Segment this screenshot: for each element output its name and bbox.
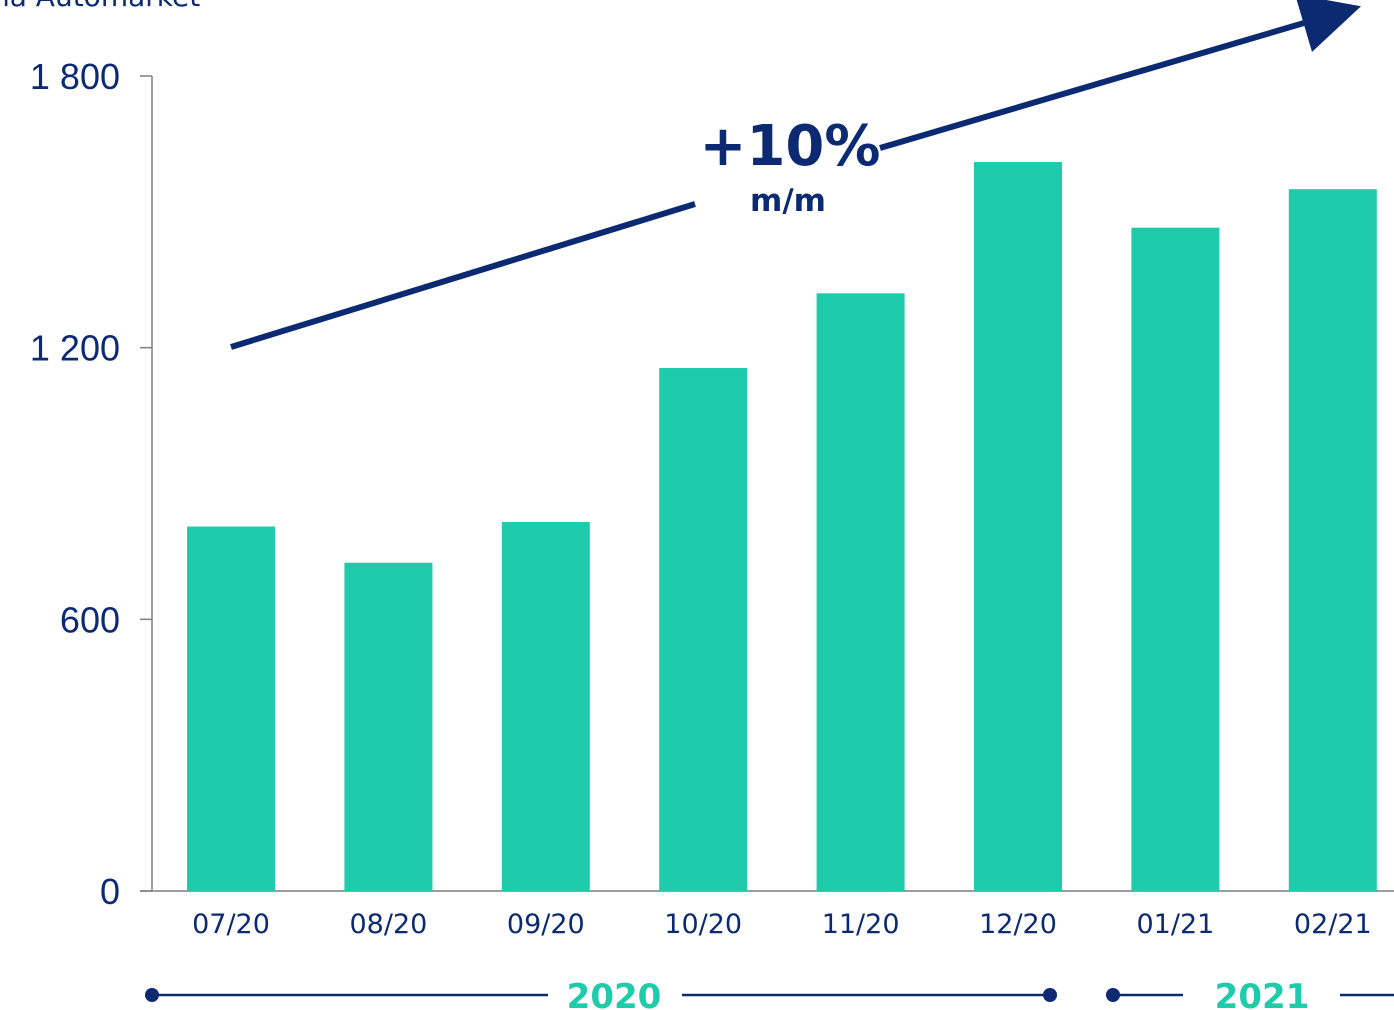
- growth-percent: +10%: [700, 114, 881, 179]
- bar-10-20: [659, 368, 748, 892]
- y-tick-label: 1 200: [30, 328, 120, 369]
- year-timeline: 2020 2021: [145, 977, 1394, 1010]
- x-tick-label: 12/20: [979, 909, 1057, 940]
- y-axis: [140, 75, 153, 892]
- year-marker: [145, 988, 159, 1002]
- growth-annotation: +10% m/m: [230, 0, 1362, 350]
- trend-arrow-lower: [230, 201, 696, 350]
- year-marker: [1106, 988, 1120, 1002]
- year-label-2020: 2020: [567, 977, 662, 1010]
- growth-unit: m/m: [750, 183, 826, 219]
- x-tick-label: 02/21: [1294, 909, 1372, 940]
- bar-12-20: [974, 162, 1062, 891]
- y-tick-label: 1 800: [30, 56, 120, 97]
- x-tick-label: 10/20: [664, 909, 742, 940]
- bar-09-20: [501, 521, 590, 891]
- bar-11-20: [816, 293, 905, 891]
- x-tick-label: 11/20: [822, 909, 900, 940]
- bar-08-20: [344, 562, 433, 891]
- chart-title-fragment: na Automarket: [0, 0, 200, 13]
- bar-series: [187, 162, 1377, 892]
- year-marker: [1043, 988, 1057, 1002]
- x-tick-label: 08/20: [349, 909, 427, 940]
- bar-07-20: [187, 526, 275, 891]
- y-tick-label: 600: [60, 599, 120, 640]
- y-tick-label: 0: [100, 871, 120, 912]
- x-tick-label: 07/20: [192, 909, 270, 940]
- bar-01-21: [1131, 227, 1220, 892]
- trend-arrow-upper: [879, 0, 1362, 151]
- x-tick-label: 01/21: [1136, 909, 1214, 940]
- x-tick-label: 09/20: [507, 909, 585, 940]
- year-label-2021: 2021: [1215, 977, 1310, 1010]
- x-tick-labels: 07/20 08/20 09/20 10/20 11/20 12/20 01/21 02/21: [192, 909, 1372, 940]
- y-tick-labels: 0 600 1 200 1 800: [30, 56, 120, 912]
- bar-02-21: [1288, 189, 1377, 891]
